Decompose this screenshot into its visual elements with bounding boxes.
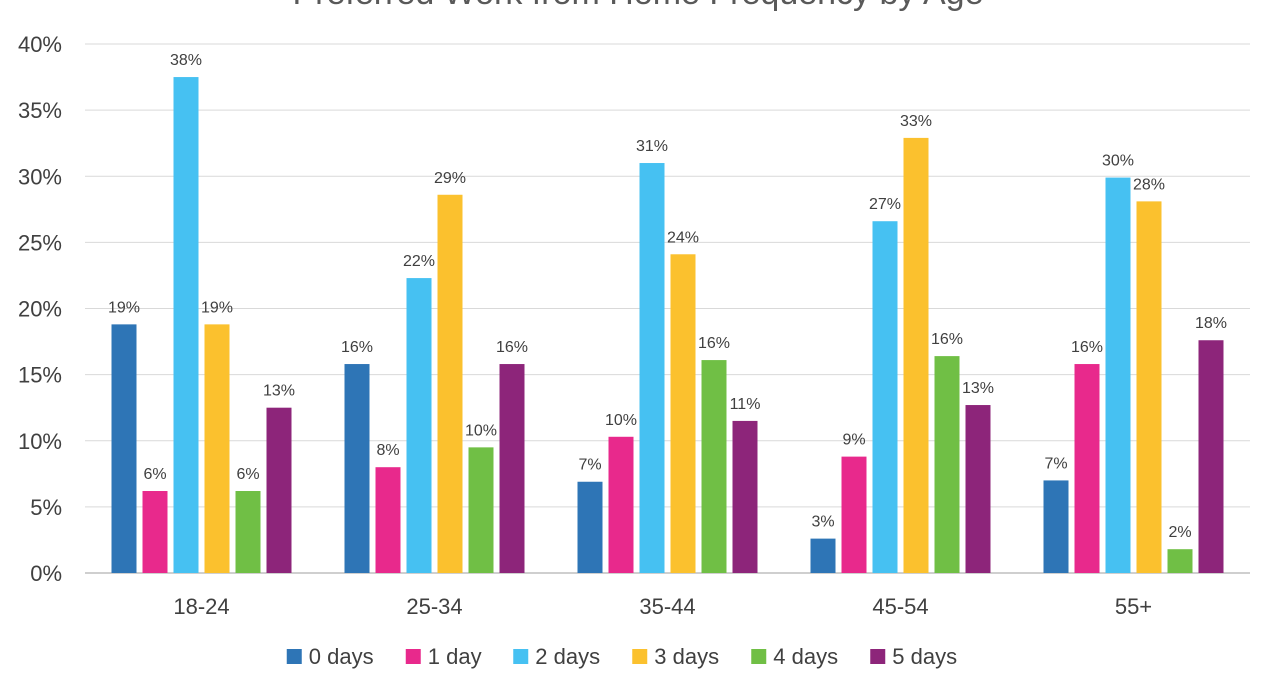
y-tick-label: 5% <box>30 495 62 520</box>
bar <box>1136 201 1162 573</box>
legend-label: 5 days <box>892 644 957 669</box>
bar <box>577 481 603 573</box>
bar <box>204 324 230 573</box>
bar <box>1198 340 1224 573</box>
x-axis-ticks: 18-24 25-34 35-44 45-54 55+ <box>173 594 1152 619</box>
legend: 0 days 1 day 2 days 3 days 4 days 5 days <box>286 644 957 669</box>
y-tick-label: 0% <box>30 561 62 586</box>
chart-title: Preferred Work from Home Frequency by Ag… <box>293 0 984 12</box>
data-label: 30% <box>1102 153 1134 170</box>
data-label: 16% <box>341 339 373 356</box>
data-label: 16% <box>698 335 730 352</box>
legend-item: 3 days <box>632 644 719 669</box>
data-label: 11% <box>730 396 761 413</box>
legend-swatch <box>513 649 529 664</box>
data-label: 2% <box>1168 524 1191 541</box>
bar <box>670 254 696 573</box>
data-label: 10% <box>465 422 497 439</box>
legend-swatch <box>632 649 648 664</box>
legend-item: 5 days <box>870 644 957 669</box>
bar <box>732 420 758 573</box>
data-labels: 19% 6% 38% 19% 6% 13% 16% 8% 22% 29% 10% 16% 7% 10% 31… <box>108 52 1227 541</box>
data-label: 7% <box>578 457 601 474</box>
data-label: 13% <box>263 383 295 400</box>
bar <box>406 278 432 573</box>
bar <box>701 360 727 573</box>
data-label: 9% <box>842 432 865 449</box>
legend-item: 1 day <box>405 644 482 669</box>
bar <box>903 137 929 573</box>
data-label: 13% <box>962 380 994 397</box>
x-tick-label: 35-44 <box>639 594 695 619</box>
bar <box>1043 480 1069 573</box>
data-label: 18% <box>1195 315 1227 332</box>
x-tick-label: 45-54 <box>872 594 928 619</box>
data-label: 6% <box>236 466 259 483</box>
data-label: 29% <box>434 170 466 187</box>
y-axis-ticks: 0% 5% 10% 15% 20% 25% 30% 35% 40% <box>18 32 62 586</box>
y-tick-label: 30% <box>18 164 62 189</box>
legend-item: 2 days <box>513 644 600 669</box>
x-tick-label: 18-24 <box>173 594 229 619</box>
y-tick-label: 20% <box>18 297 62 322</box>
legend-label: 1 day <box>428 644 482 669</box>
bar <box>437 194 463 573</box>
legend-label: 0 days <box>309 644 374 669</box>
data-label: 22% <box>403 253 435 270</box>
x-tick-label: 55+ <box>1115 594 1152 619</box>
data-label: 31% <box>636 138 668 155</box>
legend-swatch <box>751 649 767 664</box>
legend-item: 4 days <box>751 644 838 669</box>
bar <box>1167 549 1193 573</box>
data-label: 16% <box>1071 339 1103 356</box>
bar <box>841 456 867 573</box>
data-label: 33% <box>900 113 932 130</box>
bar <box>810 538 836 573</box>
legend-swatch <box>405 649 421 664</box>
y-tick-label: 25% <box>18 230 62 255</box>
data-label: 16% <box>496 339 528 356</box>
legend-swatch <box>286 649 302 664</box>
legend-label: 3 days <box>654 644 719 669</box>
bar <box>499 364 525 573</box>
bar <box>111 324 137 573</box>
bar <box>1074 364 1100 573</box>
data-label: 16% <box>931 331 963 348</box>
legend-swatch <box>870 649 886 664</box>
data-label: 7% <box>1044 455 1067 472</box>
bar <box>468 447 494 573</box>
data-label: 8% <box>376 442 399 459</box>
legend-item: 0 days <box>286 644 374 669</box>
data-label: 28% <box>1133 176 1165 193</box>
data-label: 6% <box>143 466 166 483</box>
bar-marks <box>111 77 1224 573</box>
data-label: 38% <box>170 52 202 69</box>
data-label: 24% <box>667 229 699 246</box>
data-label: 19% <box>108 299 140 316</box>
bar <box>344 364 370 573</box>
bar <box>173 77 199 573</box>
bar <box>965 405 991 573</box>
y-tick-label: 15% <box>18 363 62 388</box>
legend-label: 4 days <box>773 644 838 669</box>
x-tick-label: 25-34 <box>406 594 462 619</box>
data-label: 19% <box>201 299 233 316</box>
data-label: 3% <box>811 514 834 531</box>
y-tick-label: 40% <box>18 32 62 57</box>
bar <box>142 491 168 573</box>
y-tick-label: 10% <box>18 429 62 454</box>
data-label: 27% <box>869 196 901 213</box>
data-label: 10% <box>605 412 637 429</box>
bar <box>375 467 401 573</box>
bar <box>934 356 960 573</box>
bar <box>1105 177 1131 573</box>
bar <box>639 163 665 573</box>
y-tick-label: 35% <box>18 98 62 123</box>
bar <box>608 436 634 573</box>
legend-label: 2 days <box>535 644 600 669</box>
bar <box>235 491 261 573</box>
bar <box>266 407 292 573</box>
bar <box>872 221 898 573</box>
